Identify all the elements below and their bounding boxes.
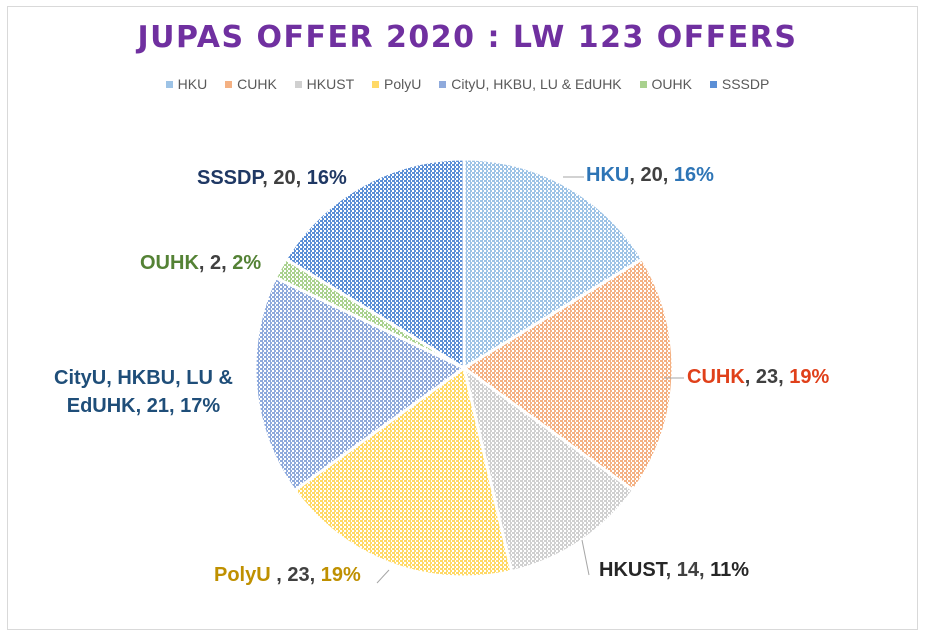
- leader-line-polyu: [376, 569, 390, 584]
- legend-swatch: [439, 80, 447, 88]
- data-label-percent: 2%: [232, 252, 262, 274]
- legend-label: SSSDP: [721, 76, 770, 92]
- legend-swatch: [165, 80, 173, 88]
- pie-slice-hku: [462, 157, 645, 371]
- leader-line-hkust: [581, 539, 590, 576]
- legend-label: HKUST: [306, 76, 355, 92]
- data-label-cuhk: CUHK, 23, 19%: [687, 363, 829, 391]
- legend-item-sssdp: SSSDP: [709, 76, 770, 92]
- data-label-value: , 20,: [629, 164, 674, 186]
- data-label-sssdp: SSSDP, 20, 16%: [197, 164, 347, 192]
- legend-item-hkust: HKUST: [294, 76, 355, 92]
- data-label-name: CUHK: [687, 366, 745, 388]
- pie-slice-cuhk: [461, 256, 675, 493]
- data-label-percent: 11%: [710, 559, 750, 581]
- data-label-cityu-group: CityU, HKBU, LU & EdUHK, 21, 17%: [54, 364, 233, 420]
- data-label-percent: 19%: [320, 564, 361, 586]
- data-label-percent: 17%: [180, 395, 221, 417]
- data-label-value: , 23,: [276, 564, 321, 586]
- legend-item-hku: HKU: [165, 76, 208, 92]
- data-label-name: OUHK: [140, 252, 199, 274]
- data-label-percent: 19%: [789, 366, 830, 388]
- data-label-value: , 14,: [665, 559, 711, 581]
- legend-label: PolyU: [384, 76, 422, 92]
- legend-item-cityu-group: CityU, HKBU, LU & EdUHK: [439, 76, 622, 92]
- legend-label: CityU, HKBU, LU & EdUHK: [451, 76, 622, 92]
- pie-slice-sssdp: [283, 157, 466, 371]
- data-label-ouhk: OUHK, 2, 2%: [140, 249, 261, 277]
- data-label-polyu: PolyU , 23, 19%: [214, 561, 361, 589]
- data-label-name: HKU: [586, 164, 630, 186]
- data-label-value: , 2,: [198, 252, 233, 274]
- chart-title: JUPAS OFFER 2020 : LW 123 OFFERS: [137, 20, 798, 55]
- data-label-hku: HKU, 20, 16%: [586, 161, 714, 189]
- data-label-name: PolyU: [214, 564, 277, 586]
- legend-label: CUHK: [237, 76, 277, 92]
- data-label-value: , 21,: [135, 395, 181, 417]
- data-label-name: HKUST: [599, 559, 666, 581]
- pie-slice-hkust: [461, 364, 636, 574]
- data-label-percent: 16%: [306, 167, 347, 189]
- legend-swatch: [709, 80, 717, 88]
- data-label-value: , 23,: [744, 366, 790, 388]
- data-label-name: EdUHK: [66, 395, 136, 417]
- legend-swatch: [372, 80, 380, 88]
- pie-slice-cityu-group: [253, 275, 467, 493]
- pie-slice-polyu: [292, 365, 514, 579]
- legend-label: HKU: [177, 76, 208, 92]
- legend-item-cuhk: CUHK: [225, 76, 277, 92]
- data-label-name: CityU, HKBU, LU &: [54, 367, 233, 389]
- legend-label: OUHK: [651, 76, 692, 92]
- legend-swatch: [225, 80, 233, 88]
- chart-legend: HKU CUHK HKUST PolyU CityU, HKBU, LU & E…: [0, 76, 935, 92]
- legend-swatch: [294, 80, 302, 88]
- legend-item-ouhk: OUHK: [639, 76, 692, 92]
- legend-item-polyu: PolyU: [372, 76, 421, 92]
- data-label-name: SSSDP: [197, 167, 263, 189]
- legend-swatch: [639, 80, 647, 88]
- data-label-hkust: HKUST, 14, 11%: [599, 556, 749, 584]
- data-label-value: , 20,: [262, 167, 307, 189]
- data-label-percent: 16%: [673, 164, 714, 186]
